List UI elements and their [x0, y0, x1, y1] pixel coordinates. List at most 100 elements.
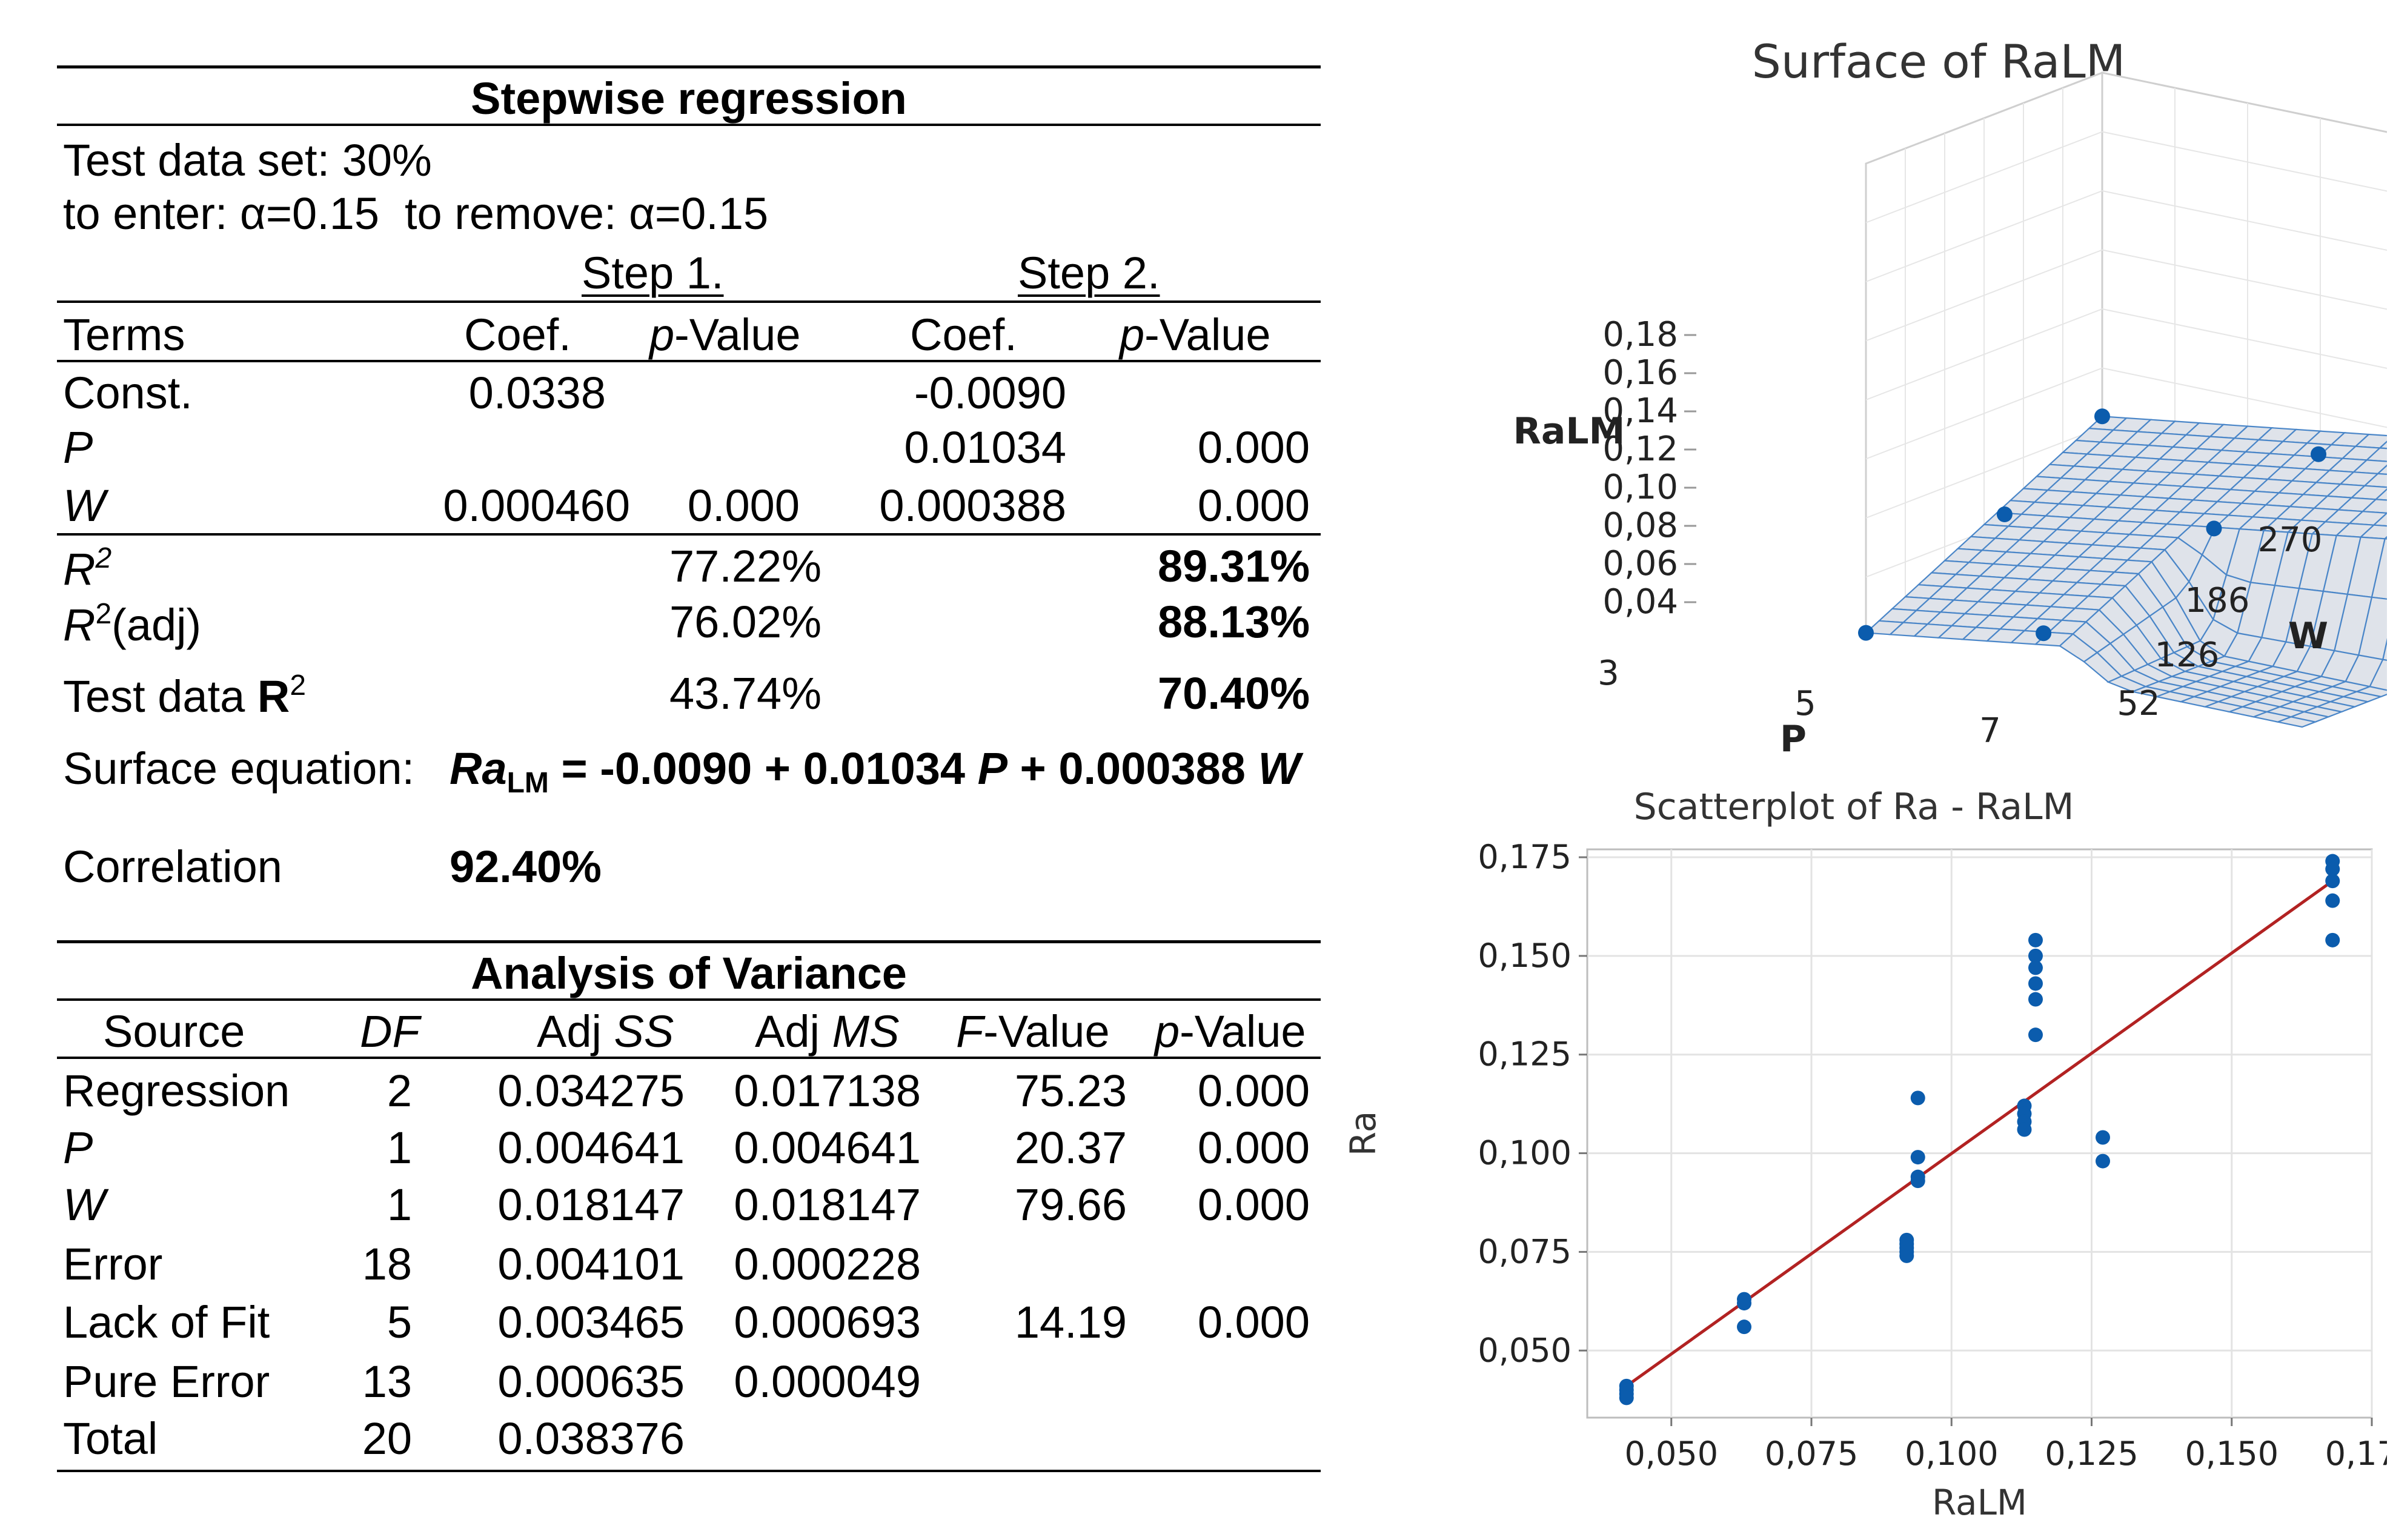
test-set-text: Test data set: 30%	[63, 135, 432, 185]
surface-z-tick: 0,10	[1602, 468, 1678, 507]
anova-cell-p: 0.000	[1197, 1180, 1310, 1230]
anova-cell-source: P	[63, 1123, 93, 1173]
scatter-point	[1737, 1319, 1751, 1335]
term-p: P	[63, 422, 93, 473]
scatter-point	[2096, 1130, 2110, 1145]
anova-cell-ss: 0.038376	[497, 1413, 685, 1464]
anova-rule-top	[57, 940, 1321, 943]
scatter-x-label: RaLM	[1932, 1482, 2027, 1523]
scatter-point	[1619, 1390, 1634, 1406]
scatter-y-tick: 0,150	[1478, 937, 1572, 975]
test-r2-label: Test data R2	[63, 669, 307, 722]
r2adj-step2: 88.13%	[1158, 597, 1310, 647]
surface-z-tick: 0,06	[1602, 544, 1678, 583]
anova-rule-title	[57, 998, 1321, 1001]
scatter-y-tick: 0,175	[1478, 838, 1572, 876]
anova-cell-f: 14.19	[1014, 1297, 1127, 1347]
anova-cell-f: 79.66	[1014, 1180, 1127, 1230]
cell-w-s2-coef: 0.000388	[879, 480, 1066, 531]
anova-cell-source: Lack of Fit	[63, 1297, 270, 1347]
anova-cell-ss: 0.004641	[497, 1123, 685, 1173]
anova-cell-ms: 0.000228	[734, 1239, 921, 1289]
r2adj-label: R2(adj)	[63, 598, 202, 650]
cell-const-s2-coef: -0.0090	[914, 368, 1066, 418]
surface-y-tick: 270	[2258, 520, 2323, 560]
anova-cell-ms: 0.000693	[734, 1297, 921, 1347]
scatter-y-tick: 0,075	[1478, 1232, 1572, 1270]
step2-label: Step 2.	[1018, 248, 1160, 298]
anova-cell-ms: 0.017138	[734, 1066, 921, 1116]
alpha-remove-text: to remove: α=0.15	[405, 188, 769, 239]
scatter-x-tick: 0,075	[1765, 1435, 1859, 1473]
rule-terms	[57, 533, 1321, 536]
surface-chart: Surface of RaLM 0,040,060,080,100,120,14…	[1513, 35, 2387, 760]
scatter-point	[2028, 948, 2043, 963]
scatter-point	[2028, 976, 2043, 991]
cell-w-s1-p: 0.000	[687, 480, 800, 531]
alpha-enter-text: to enter: α=0.15	[63, 188, 380, 239]
r2-step1: 77.22%	[669, 541, 821, 591]
anova-cell-ss: 0.000635	[497, 1356, 685, 1407]
rule-header	[57, 360, 1321, 362]
scatter-x-tick: 0,150	[2185, 1435, 2278, 1473]
rule-steps	[57, 300, 1321, 303]
anova-header-adjms: Adj MS	[755, 1006, 900, 1057]
anova-cell-df: 1	[387, 1180, 412, 1230]
scatter-x-tick: 0,125	[2045, 1435, 2139, 1473]
surface-mesh	[1864, 416, 2387, 728]
cell-w-s2-p: 0.000	[1197, 480, 1310, 531]
surface-title: Surface of RaLM	[1752, 35, 2126, 88]
surface-cell	[2372, 512, 2387, 527]
anova-cell-ss: 0.003465	[497, 1297, 685, 1347]
surface-z-tick: 0,14	[1602, 391, 1678, 431]
scatter-point	[1910, 1173, 1925, 1189]
anova-header-adjss: Adj SS	[537, 1006, 674, 1057]
scatter-point	[2096, 1153, 2110, 1169]
r2-label: R2	[63, 542, 112, 594]
scatter-point	[1910, 1090, 1925, 1106]
surface-point	[1858, 625, 1874, 641]
cell-p-s2-coef: 0.01034	[904, 422, 1067, 473]
surface-point	[1996, 506, 2013, 523]
surface-z-label: RaLM	[1513, 410, 1625, 453]
scatter-point	[1910, 1150, 1925, 1165]
header-s2-coef: Coef.	[910, 310, 1017, 360]
scatter-x-tick: 0,175	[2325, 1435, 2387, 1473]
scatter-point	[2325, 861, 2340, 877]
surface-cell	[2376, 464, 2387, 476]
term-w: W	[63, 480, 105, 531]
surface-equation: RaLM = -0.0090 + 0.01034 P + 0.000388 W	[450, 743, 1301, 799]
anova-cell-source: Pure Error	[63, 1356, 270, 1407]
anova-cell-source: Regression	[63, 1066, 290, 1116]
anova-cell-ms: 0.000049	[734, 1356, 921, 1407]
surface-z-tick: 0,12	[1602, 430, 1678, 469]
scatter-point	[1899, 1248, 1914, 1263]
anova-cell-p: 0.000	[1197, 1066, 1310, 1116]
surface-x-tick: 7	[1979, 711, 2001, 751]
anova-cell-ms: 0.018147	[734, 1180, 921, 1230]
anova-cell-source: Error	[63, 1239, 163, 1289]
surface-z-tick: 0,04	[1602, 582, 1678, 622]
scatter-point	[2325, 932, 2340, 948]
anova-cell-df: 2	[387, 1066, 412, 1116]
anova-header-fvalue: F-Value	[956, 1006, 1110, 1057]
anova-cell-df: 18	[362, 1239, 412, 1289]
anova-title: Analysis of Variance	[471, 948, 907, 998]
anova-header-source: Source	[103, 1006, 245, 1057]
term-const: Const.	[63, 368, 193, 418]
header-terms: Terms	[63, 310, 185, 360]
anova-header-pvalue: p-Value	[1155, 1006, 1306, 1057]
scatter-point	[1737, 1296, 1751, 1311]
anova-cell-df: 13	[362, 1356, 412, 1407]
scatter-point	[2017, 1122, 2032, 1137]
anova-cell-f: 20.37	[1014, 1123, 1127, 1173]
surface-cell	[2378, 440, 2387, 450]
anova-cell-f: 75.23	[1014, 1066, 1127, 1116]
surface-x-label: P	[1780, 718, 1807, 760]
scatter-point	[2028, 992, 2043, 1007]
surface-z-tick: 0,18	[1602, 315, 1678, 354]
surface-cell	[2275, 716, 2318, 728]
cell-const-s1-coef: 0.0338	[468, 368, 606, 418]
anova-rule-bottom	[57, 1470, 1321, 1472]
surface-point	[2094, 408, 2110, 425]
